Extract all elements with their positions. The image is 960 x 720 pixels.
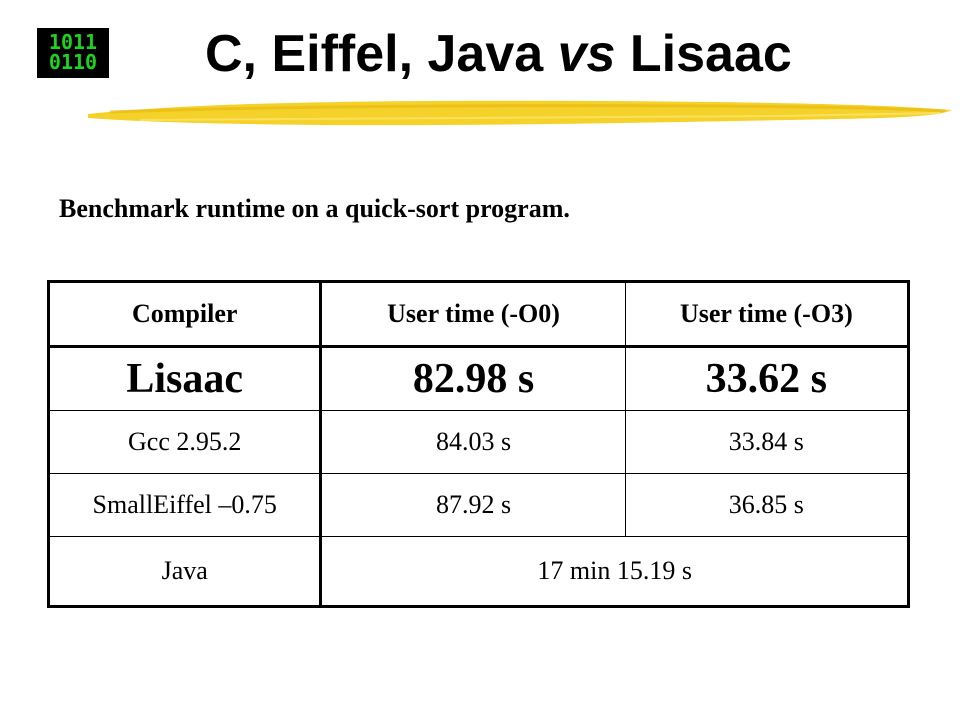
header-compiler: Compiler [47, 281, 323, 348]
binary-logo: 1011 0110 [37, 28, 109, 78]
cell-o3: 36.85 s [624, 473, 910, 537]
cell-o3: 33.84 s [624, 410, 910, 474]
title-part-2: Lisaac [615, 25, 792, 83]
table-row-java: Java 17 min 15.19 s [47, 536, 909, 607]
table-row-smalleiffel: SmallEiffel –0.75 87.92 s 36.85 s [47, 473, 910, 537]
table-row-lisaac: Lisaac 82.98 s 33.62 s [47, 346, 910, 411]
title-vs: vs [557, 25, 616, 83]
cell-java-time: 17 min 15.19 s [320, 536, 909, 607]
cell-o3: 33.62 s [624, 346, 910, 411]
benchmark-subtitle: Benchmark runtime on a quick-sort progra… [59, 194, 570, 223]
cell-o0: 84.03 s [320, 410, 626, 474]
logo-line-2: 0110 [48, 50, 98, 74]
cell-compiler: SmallEiffel –0.75 [47, 473, 323, 537]
cell-o0: 82.98 s [320, 346, 626, 411]
cell-compiler: Java [47, 536, 323, 607]
slide-title: C, Eiffel, Java vs Lisaac [205, 24, 905, 84]
yellow-brush-stroke [88, 100, 952, 126]
header-user-time-o0: User time (-O0) [320, 281, 626, 348]
header-user-time-o3: User time (-O3) [624, 281, 910, 348]
table-row-gcc: Gcc 2.95.2 84.03 s 33.84 s [47, 410, 910, 474]
cell-compiler: Lisaac [47, 346, 323, 411]
logo-line-1: 1011 [48, 30, 98, 54]
title-part-1: C, Eiffel, Java [205, 25, 558, 83]
table-header-row: Compiler User time (-O0) User time (-O3) [47, 281, 910, 348]
benchmark-table: Compiler User time (-O0) User time (-O3)… [47, 280, 910, 608]
cell-o0: 87.92 s [320, 473, 626, 537]
cell-compiler: Gcc 2.95.2 [47, 410, 323, 474]
